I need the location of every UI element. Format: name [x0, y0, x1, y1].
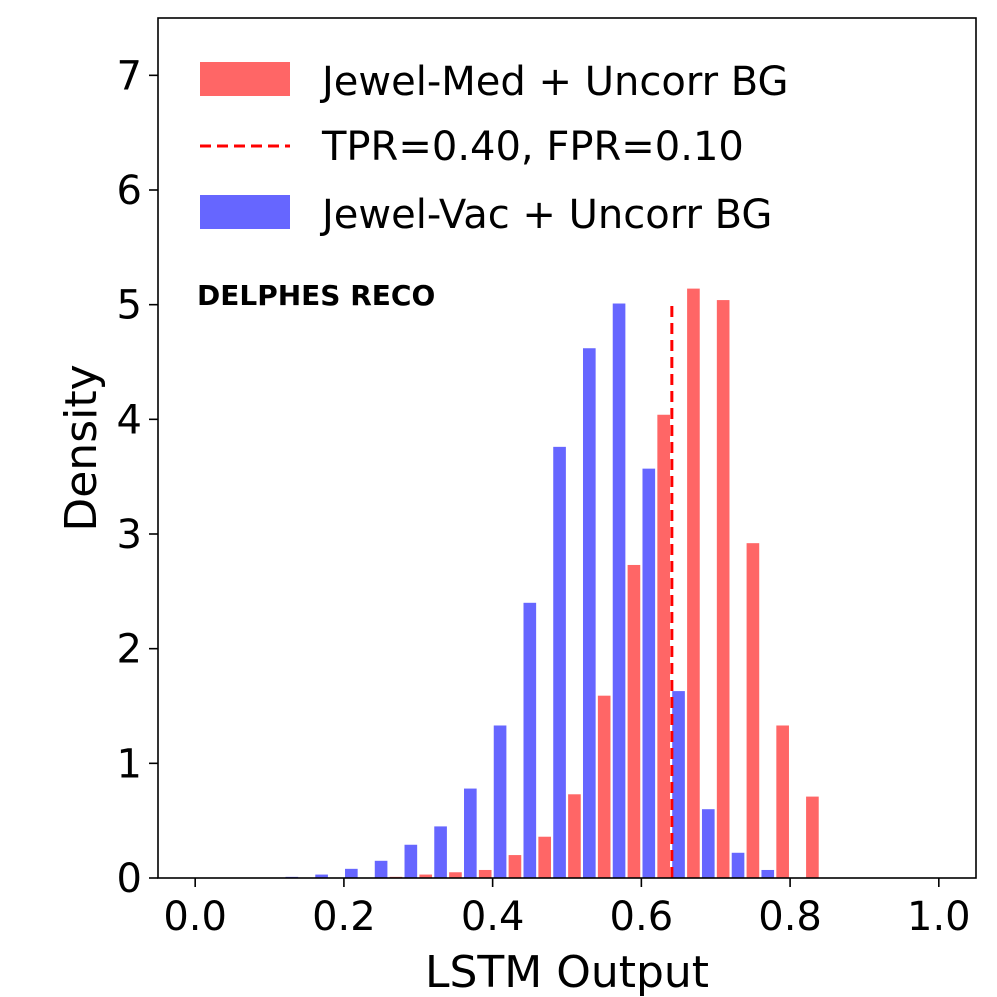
y-axis-label: Density: [56, 364, 107, 531]
legend-swatch-jewel-vac: [200, 195, 290, 229]
x-tick-label: 0.4: [461, 894, 525, 940]
y-tick-label: 4: [117, 397, 142, 443]
bars-layer: [285, 288, 819, 879]
y-tick-label: 5: [117, 283, 142, 329]
y-tick-label: 2: [117, 627, 142, 673]
x-tick-label: 1.0: [907, 894, 971, 940]
plot-frame: [157, 17, 977, 879]
bar-jewel-vac-4: [404, 844, 418, 878]
bar-jewel-med-2: [449, 872, 462, 878]
x-axis-ticks: 0.0 0.2 0.4 0.6 0.8 1.0: [163, 878, 971, 940]
x-tick-label: 0.0: [163, 894, 227, 940]
bar-jewel-vac-12: [642, 468, 656, 878]
bar-jewel-med-12: [746, 543, 760, 878]
bar-jewel-med-6: [568, 794, 581, 878]
bar-jewel-vac-9: [553, 446, 566, 878]
legend-label-threshold: TPR=0.40, FPR=0.10: [321, 124, 744, 170]
bar-jewel-vac-1: [315, 874, 328, 878]
bar-jewel-vac-7: [493, 725, 507, 878]
bar-jewel-vac-10: [582, 348, 596, 878]
bar-jewel-med-5: [538, 836, 552, 878]
legend-label-jewel-med: Jewel-Med + Uncorr BG: [319, 59, 788, 105]
bar-jewel-vac-14: [701, 809, 715, 878]
bar-jewel-med-9: [657, 414, 670, 878]
bar-jewel-med-7: [597, 695, 611, 878]
bar-jewel-med-13: [776, 725, 789, 878]
legend: Jewel-Med + Uncorr BG TPR=0.40, FPR=0.10…: [200, 59, 788, 238]
bar-jewel-vac-2: [345, 868, 358, 878]
y-axis-ticks: 0 1 2 3 4 5 6 7: [117, 53, 158, 902]
x-tick-label: 0.8: [758, 894, 822, 940]
bar-jewel-med-3: [478, 869, 492, 878]
legend-swatch-jewel-med: [200, 62, 290, 96]
bar-jewel-med-10: [687, 288, 700, 878]
x-tick-label: 0.2: [312, 894, 376, 940]
bar-jewel-med-11: [716, 300, 730, 879]
bar-jewel-vac-13: [672, 691, 685, 878]
bar-jewel-vac-11: [612, 303, 626, 878]
delphes-reco-annotation: DELPHES RECO: [197, 279, 435, 312]
bar-jewel-vac-15: [731, 852, 745, 878]
bar-jewel-med-8: [627, 564, 641, 878]
bar-jewel-med-14: [806, 796, 819, 878]
bar-jewel-med-4: [508, 855, 522, 878]
y-tick-label: 0: [117, 856, 142, 902]
bar-jewel-vac-16: [761, 869, 775, 878]
bar-jewel-vac-8: [523, 602, 537, 878]
y-tick-label: 7: [117, 53, 142, 99]
bar-jewel-vac-5: [434, 826, 447, 878]
x-tick-label: 0.6: [610, 894, 674, 940]
y-tick-label: 6: [117, 168, 142, 214]
y-tick-label: 1: [117, 741, 142, 787]
bar-jewel-vac-6: [464, 788, 477, 878]
y-tick-label: 3: [117, 512, 142, 558]
bar-jewel-vac-3: [374, 860, 388, 878]
bar-jewel-med-1: [419, 874, 433, 878]
legend-label-jewel-vac: Jewel-Vac + Uncorr BG: [319, 192, 772, 238]
x-axis-label: LSTM Output: [425, 947, 709, 997]
